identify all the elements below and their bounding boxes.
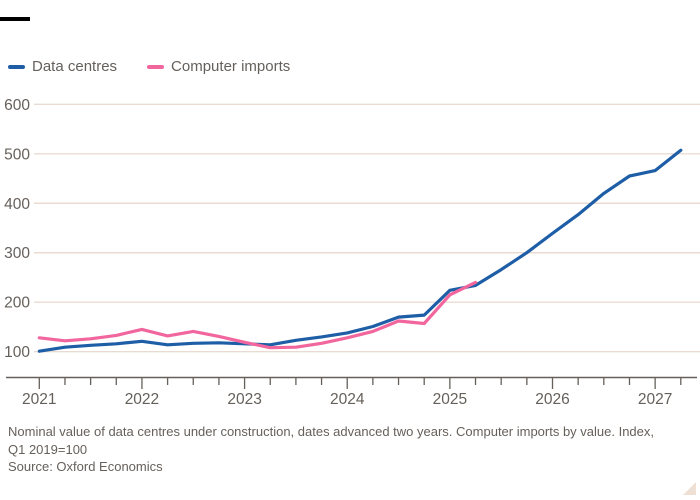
y-tick-label-300: 300 (4, 245, 30, 262)
ft-top-rule (0, 17, 30, 21)
y-tick-label-200: 200 (4, 295, 30, 312)
x-tick-label-2026: 2026 (535, 391, 569, 408)
footnote-note-line2: Q1 2019=100 (8, 441, 88, 457)
data-centres-line (37, 148, 683, 353)
y-tick-label-600: 600 (4, 97, 30, 114)
legend-item-computer-imports: Computer imports (147, 58, 290, 75)
x-tick-label-2022: 2022 (125, 391, 159, 408)
footnote-note-line1: Nominal value of data centres under cons… (8, 424, 655, 439)
y-tick-label-400: 400 (4, 196, 30, 213)
y-tick-label-100: 100 (4, 344, 30, 361)
data-centres-swatch (8, 64, 25, 69)
ft-corner-triangle-icon (683, 482, 696, 495)
footnote-source: Source: Oxford Economics (8, 459, 163, 474)
computer-imports-legend-label: Computer imports (171, 58, 291, 75)
computer-imports-swatch (147, 64, 165, 69)
footnote: Nominal value of data centres under cons… (8, 423, 668, 476)
x-tick-label-2023: 2023 (227, 391, 261, 408)
x-tick-label-2025: 2025 (433, 391, 467, 408)
legend-item-data-centres: Data centres (8, 58, 117, 75)
legend: Data centres Computer imports (8, 58, 290, 75)
x-tick-label-2021: 2021 (22, 391, 56, 408)
data-centres-legend-label: Data centres (32, 58, 118, 75)
computer-imports-line (37, 280, 478, 350)
x-tick-label-2024: 2024 (330, 391, 365, 408)
y-tick-label-500: 500 (4, 146, 30, 163)
x-tick-label-2027: 2027 (638, 391, 672, 408)
